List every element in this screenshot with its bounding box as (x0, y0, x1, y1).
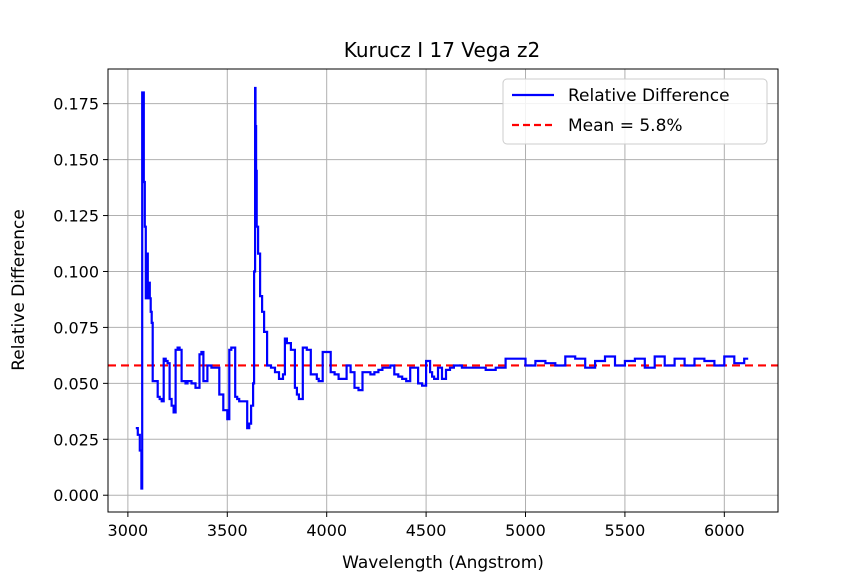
plot-frame (107, 68, 779, 513)
y-tick-label: 0.050 (53, 374, 99, 393)
chart-title: Kurucz I 17 Vega z2 (344, 38, 541, 62)
legend-label-relative-difference: Relative Difference (568, 86, 730, 106)
x-tick-label: 3500 (207, 521, 248, 540)
y-tick-label: 0.025 (53, 430, 99, 449)
x-axis: 3000 3500 4000 4500 5000 5500 6000 (108, 512, 745, 540)
legend-box (502, 78, 768, 145)
y-axis: 0.000 0.025 0.050 0.075 0.100 0.125 0.150 0.175 (53, 95, 108, 505)
x-axis-label: Wavelength (Angstrom) (342, 553, 544, 573)
x-tick-label: 4500 (406, 521, 447, 540)
legend: Relative Difference Mean = 5.8% (502, 78, 768, 145)
x-tick-label: 4000 (306, 521, 347, 540)
y-tick-label: 0.075 (53, 318, 99, 337)
series-line-relative-difference (135, 86, 749, 490)
x-tick-label: 3000 (108, 521, 149, 540)
x-tick-label: 5500 (605, 521, 646, 540)
y-tick-label: 0.100 (53, 262, 99, 281)
y-axis-label: Relative Difference (9, 209, 29, 371)
x-tick-label: 6000 (704, 521, 745, 540)
y-tick-label: 0.125 (53, 207, 99, 226)
x-tick-label: 5000 (505, 521, 546, 540)
y-tick-label: 0.000 (53, 486, 99, 505)
y-tick-label: 0.150 (53, 151, 99, 170)
series-group (135, 86, 749, 490)
y-tick-label: 0.175 (53, 95, 99, 114)
legend-label-mean: Mean = 5.8% (568, 116, 683, 136)
